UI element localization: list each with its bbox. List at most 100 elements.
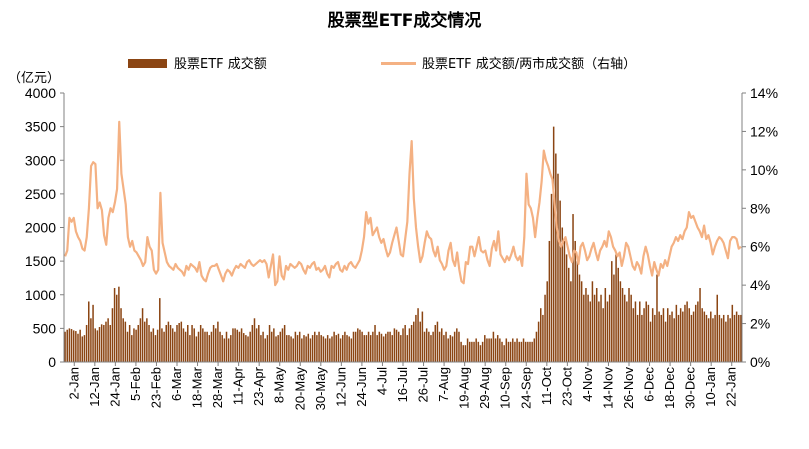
bar [462, 345, 465, 362]
bar [72, 330, 75, 362]
bar [178, 323, 180, 362]
bar [139, 318, 142, 362]
bar [419, 321, 421, 362]
bar [103, 325, 105, 362]
x-tick-label: 10-Jan [703, 367, 718, 407]
bar [100, 324, 103, 362]
bar [307, 333, 310, 362]
bar [320, 335, 322, 362]
y-left-tick-label: 3500 [25, 119, 56, 135]
bar [247, 336, 249, 362]
bar [656, 274, 658, 362]
bar [544, 294, 546, 362]
bar [331, 336, 333, 362]
bar [576, 261, 579, 363]
bar [298, 331, 301, 362]
bar [113, 288, 116, 362]
bar [531, 341, 533, 362]
bar [376, 335, 378, 362]
bar [608, 294, 611, 362]
bar [372, 331, 374, 362]
legend-line-label: 股票ETF 成交额/两市成交额（右轴） [422, 56, 636, 72]
bar [197, 331, 200, 362]
bar [434, 325, 437, 362]
y-right-tick-label: 8% [750, 200, 770, 216]
bar [559, 200, 561, 362]
bar [322, 336, 325, 362]
bar [458, 331, 460, 362]
bar [602, 308, 604, 362]
bar [477, 341, 480, 362]
bar [367, 331, 370, 362]
bar [245, 335, 247, 362]
bar [346, 335, 348, 362]
bar [68, 328, 71, 363]
y-right-tick-label: 2% [750, 316, 770, 332]
bar [105, 321, 107, 362]
bar [490, 338, 492, 362]
bar [354, 331, 357, 362]
bar [694, 304, 697, 362]
bar [146, 318, 148, 362]
bar [191, 325, 193, 362]
bar [277, 335, 279, 362]
bar [634, 301, 637, 362]
bar [361, 331, 363, 362]
bar [380, 333, 383, 362]
bar [335, 335, 338, 362]
bar [90, 318, 92, 362]
bar [686, 301, 688, 362]
bar [77, 333, 79, 362]
bar [234, 328, 236, 363]
bar [143, 321, 146, 362]
bar [613, 274, 615, 362]
bar [251, 325, 254, 362]
bar [514, 341, 516, 362]
y-left-unit: （亿元） [8, 71, 60, 86]
bar [81, 336, 84, 362]
x-tick-label: 6-Mar [169, 366, 184, 401]
bar [707, 318, 710, 362]
bar [382, 336, 385, 362]
bar [453, 331, 456, 362]
bar [88, 301, 90, 362]
x-tick-label: 29-Aug [477, 367, 492, 409]
bar [195, 336, 198, 362]
bar [664, 321, 667, 362]
bar [70, 329, 73, 362]
bar [507, 341, 510, 362]
bar [548, 240, 551, 362]
bar [503, 345, 505, 362]
bar [133, 328, 135, 363]
bar [268, 325, 271, 362]
y-right-axis: 0% 2% 4% 6% 8% 10% 12% 14% [742, 85, 778, 370]
x-tick-label: 16-Jul [395, 367, 410, 403]
bar [273, 328, 275, 363]
bar [572, 214, 574, 362]
bar [475, 338, 477, 362]
bar [722, 314, 725, 362]
x-tick-label: 18-Mar [190, 366, 205, 408]
bar [527, 341, 529, 362]
x-tick-label: 26-Jul [416, 367, 431, 403]
bar [253, 318, 256, 362]
bar [725, 321, 727, 362]
bar [107, 318, 109, 362]
bar [712, 318, 714, 362]
bar [339, 338, 342, 362]
bar [496, 335, 499, 362]
bar [456, 328, 458, 363]
bar [714, 314, 716, 362]
bar [369, 335, 372, 362]
bar [148, 325, 150, 362]
x-tick-label: 4-Nov [580, 367, 595, 402]
x-tick-label: 12-Jan [87, 367, 102, 407]
bar [314, 331, 316, 362]
x-tick-label: 26-Nov [621, 367, 636, 409]
bar [623, 294, 626, 362]
bar [303, 335, 305, 362]
bar [473, 341, 475, 362]
bar [221, 335, 223, 362]
bar [262, 331, 264, 362]
x-tick-label: 12-Jun [333, 367, 348, 407]
